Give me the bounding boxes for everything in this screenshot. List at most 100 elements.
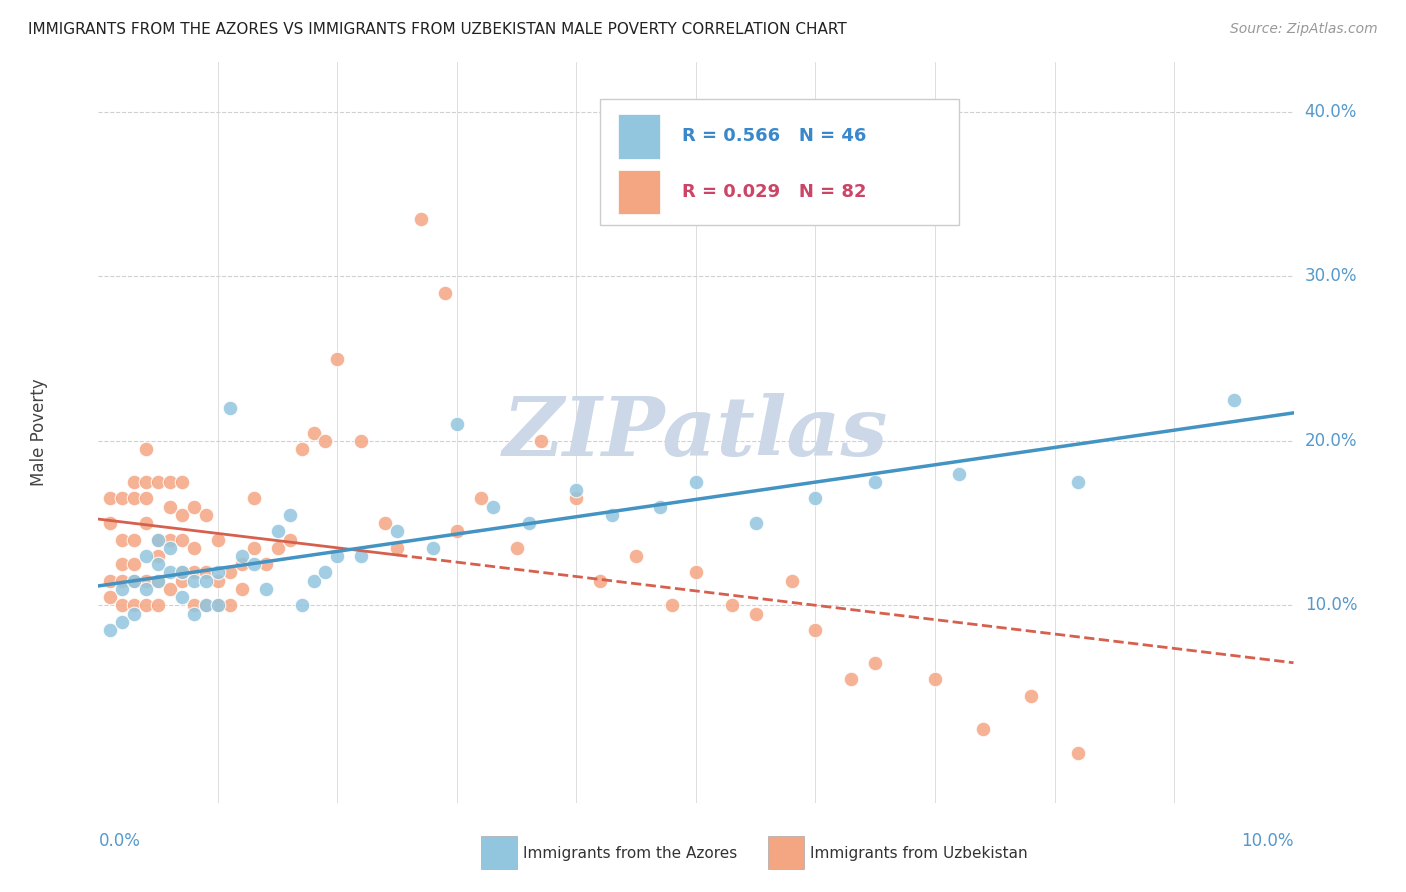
Point xyxy=(135,442,157,456)
Point xyxy=(124,475,146,489)
Text: Immigrants from Uzbekistan: Immigrants from Uzbekistan xyxy=(810,846,1028,861)
Point xyxy=(602,508,624,522)
Point xyxy=(111,491,134,506)
Point xyxy=(326,351,349,366)
Point xyxy=(148,533,170,547)
Point xyxy=(98,623,122,637)
Point xyxy=(183,500,205,514)
Point xyxy=(1223,392,1246,407)
Text: 10.0%: 10.0% xyxy=(1241,832,1294,850)
Point xyxy=(865,475,887,489)
Point xyxy=(148,599,170,613)
Point xyxy=(159,566,181,580)
Text: 20.0%: 20.0% xyxy=(1305,432,1357,450)
Point xyxy=(124,599,146,613)
Point xyxy=(231,558,253,572)
Point xyxy=(159,533,181,547)
Point xyxy=(470,491,492,506)
Point xyxy=(207,599,229,613)
Point xyxy=(148,574,170,588)
Point xyxy=(565,491,588,506)
Text: ZIPatlas: ZIPatlas xyxy=(503,392,889,473)
Text: IMMIGRANTS FROM THE AZORES VS IMMIGRANTS FROM UZBEKISTAN MALE POVERTY CORRELATIO: IMMIGRANTS FROM THE AZORES VS IMMIGRANTS… xyxy=(28,22,846,37)
Point xyxy=(231,582,253,596)
Point xyxy=(148,549,170,563)
Point xyxy=(148,533,170,547)
Point xyxy=(385,541,409,555)
FancyBboxPatch shape xyxy=(600,99,959,226)
Point xyxy=(172,590,194,604)
Point xyxy=(135,491,157,506)
Point xyxy=(172,533,194,547)
Point xyxy=(207,566,229,580)
Point xyxy=(446,524,468,539)
FancyBboxPatch shape xyxy=(768,836,804,870)
Point xyxy=(195,508,218,522)
Point xyxy=(207,574,229,588)
Point xyxy=(302,574,325,588)
Point xyxy=(172,508,194,522)
Point xyxy=(506,541,529,555)
Point xyxy=(111,582,134,596)
Point xyxy=(685,475,707,489)
Point xyxy=(172,566,194,580)
Point xyxy=(135,582,157,596)
Point xyxy=(124,607,146,621)
Point xyxy=(243,541,266,555)
Point xyxy=(685,566,707,580)
Point xyxy=(148,558,170,572)
Point xyxy=(865,656,887,670)
Point xyxy=(124,491,146,506)
Point xyxy=(98,574,122,588)
Point xyxy=(804,491,827,506)
Text: R = 0.029   N = 82: R = 0.029 N = 82 xyxy=(682,183,866,201)
Point xyxy=(111,558,134,572)
Point xyxy=(589,574,612,588)
Point xyxy=(291,442,314,456)
Point xyxy=(315,434,337,448)
Point xyxy=(326,549,349,563)
Point xyxy=(745,607,768,621)
Point xyxy=(183,599,205,613)
Text: 10.0%: 10.0% xyxy=(1305,597,1357,615)
Text: 0.0%: 0.0% xyxy=(98,832,141,850)
Point xyxy=(111,615,134,629)
Text: Male Poverty: Male Poverty xyxy=(30,379,48,486)
Point xyxy=(98,516,122,530)
Point xyxy=(207,599,229,613)
Point xyxy=(267,541,290,555)
Point xyxy=(98,491,122,506)
Point xyxy=(195,574,218,588)
Point xyxy=(721,599,744,613)
Point xyxy=(924,673,946,687)
Point xyxy=(148,475,170,489)
Point xyxy=(948,467,970,481)
Point xyxy=(183,607,205,621)
Point xyxy=(207,533,229,547)
Point xyxy=(780,574,803,588)
Point xyxy=(291,599,314,613)
FancyBboxPatch shape xyxy=(619,169,661,214)
Point xyxy=(195,599,218,613)
Point xyxy=(124,533,146,547)
Point xyxy=(446,417,468,432)
Point xyxy=(124,574,146,588)
Point xyxy=(98,590,122,604)
Point xyxy=(650,500,672,514)
Point xyxy=(972,722,994,736)
Point xyxy=(626,549,648,563)
Point xyxy=(254,558,277,572)
Point xyxy=(111,574,134,588)
Point xyxy=(148,574,170,588)
Point xyxy=(183,541,205,555)
Point xyxy=(159,541,181,555)
Point xyxy=(841,673,863,687)
Point xyxy=(517,516,540,530)
Point xyxy=(278,508,301,522)
Text: 30.0%: 30.0% xyxy=(1305,268,1357,285)
Point xyxy=(124,574,146,588)
Point xyxy=(745,516,768,530)
Point xyxy=(159,475,181,489)
Point xyxy=(254,582,277,596)
Point xyxy=(231,549,253,563)
